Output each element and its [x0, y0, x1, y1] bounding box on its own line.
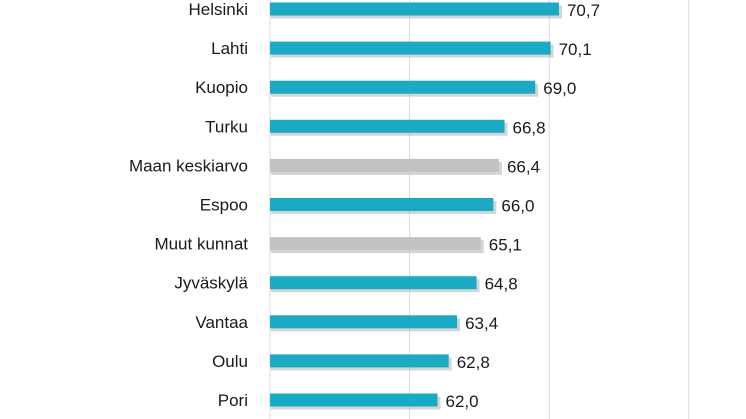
- data-label: 63,4: [465, 314, 498, 333]
- data-label: 70,7: [567, 1, 600, 20]
- bar: [270, 315, 458, 329]
- bar: [270, 41, 551, 55]
- data-label: 66,0: [501, 197, 534, 216]
- category-label: Helsinki: [188, 0, 248, 19]
- category-label: Pori: [218, 391, 248, 410]
- bar: [270, 354, 449, 368]
- bar: [270, 198, 494, 211]
- data-label: 65,1: [489, 236, 522, 255]
- bar-highlight: [270, 158, 499, 172]
- data-label: 62,8: [457, 353, 490, 372]
- category-label: Lahti: [211, 39, 248, 58]
- data-label: 70,1: [559, 40, 592, 59]
- data-label: 62,0: [446, 392, 479, 411]
- category-label: Oulu: [212, 352, 248, 371]
- data-label: 69,0: [543, 79, 576, 98]
- category-label: Vantaa: [195, 313, 248, 332]
- bar: [270, 276, 477, 290]
- data-label: 66,4: [507, 157, 540, 176]
- bar: [270, 80, 536, 94]
- bar: [270, 2, 559, 16]
- category-label: Kuopio: [195, 78, 248, 97]
- bar: [270, 119, 505, 133]
- category-label: Espoo: [200, 196, 248, 215]
- data-label: 66,8: [513, 118, 546, 137]
- data-label: 64,8: [485, 275, 518, 294]
- bar: [270, 393, 438, 407]
- bar-highlight: [270, 237, 481, 251]
- category-label: Maan keskiarvo: [129, 156, 248, 175]
- category-label: Muut kunnat: [154, 235, 248, 254]
- category-label: Jyväskylä: [174, 274, 248, 293]
- category-label: Turku: [205, 117, 248, 136]
